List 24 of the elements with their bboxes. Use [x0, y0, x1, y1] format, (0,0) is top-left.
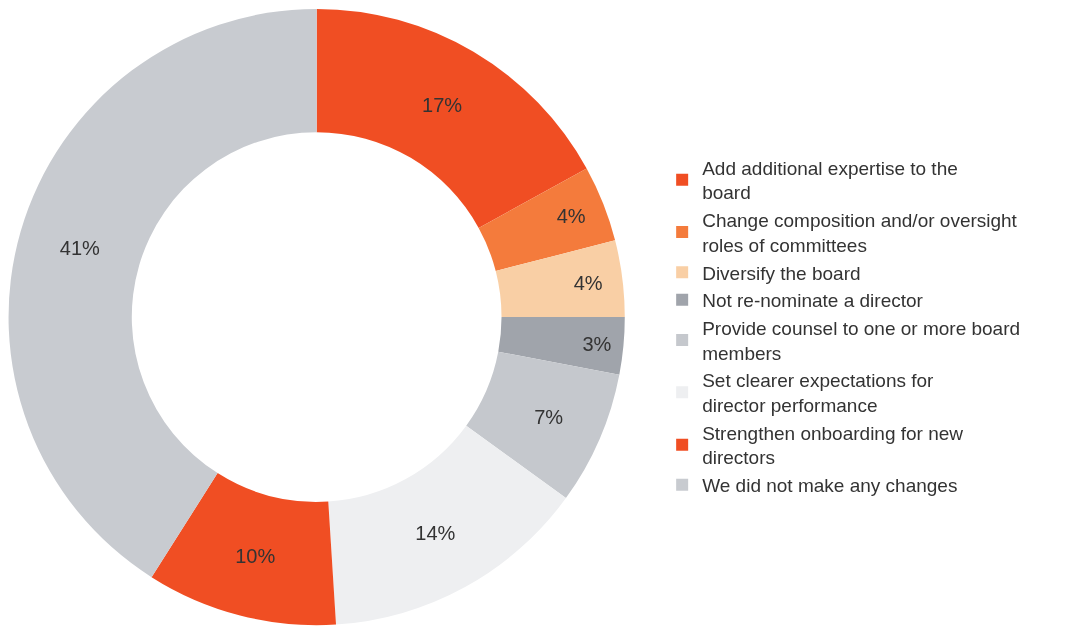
legend-label: Set clearer expectations for director performance	[702, 370, 935, 417]
data-label: 4%	[556, 205, 586, 228]
legend-label: We did not make any changes	[702, 475, 958, 497]
donut-slice	[328, 425, 566, 625]
data-label: 17%	[422, 93, 463, 116]
legend-label: Diversify the board	[702, 262, 861, 284]
donut-slice	[495, 240, 625, 317]
donut-slice	[316, 8, 587, 228]
data-label: 10%	[235, 544, 276, 567]
legend-label: Change composition and/or oversight roles of committees	[702, 210, 1018, 256]
donut-slice	[498, 317, 625, 375]
legend-label: Add additional expertise to the board	[702, 157, 958, 204]
data-label: 4%	[573, 271, 603, 294]
legend-label: Not re-nominate a director	[702, 290, 924, 312]
donut-slice	[466, 351, 620, 499]
data-label: 41%	[59, 237, 101, 260]
legend-label: Strengthen onboarding for new directors	[702, 422, 964, 469]
data-label: 14%	[415, 522, 456, 544]
donut-slice	[478, 168, 616, 272]
donut-slice	[8, 8, 317, 578]
donut-slice	[151, 473, 337, 625]
legend-label: Provide counsel to one or more board members	[702, 317, 1021, 364]
data-label: 7%	[534, 406, 564, 429]
data-label: 3%	[582, 332, 612, 355]
